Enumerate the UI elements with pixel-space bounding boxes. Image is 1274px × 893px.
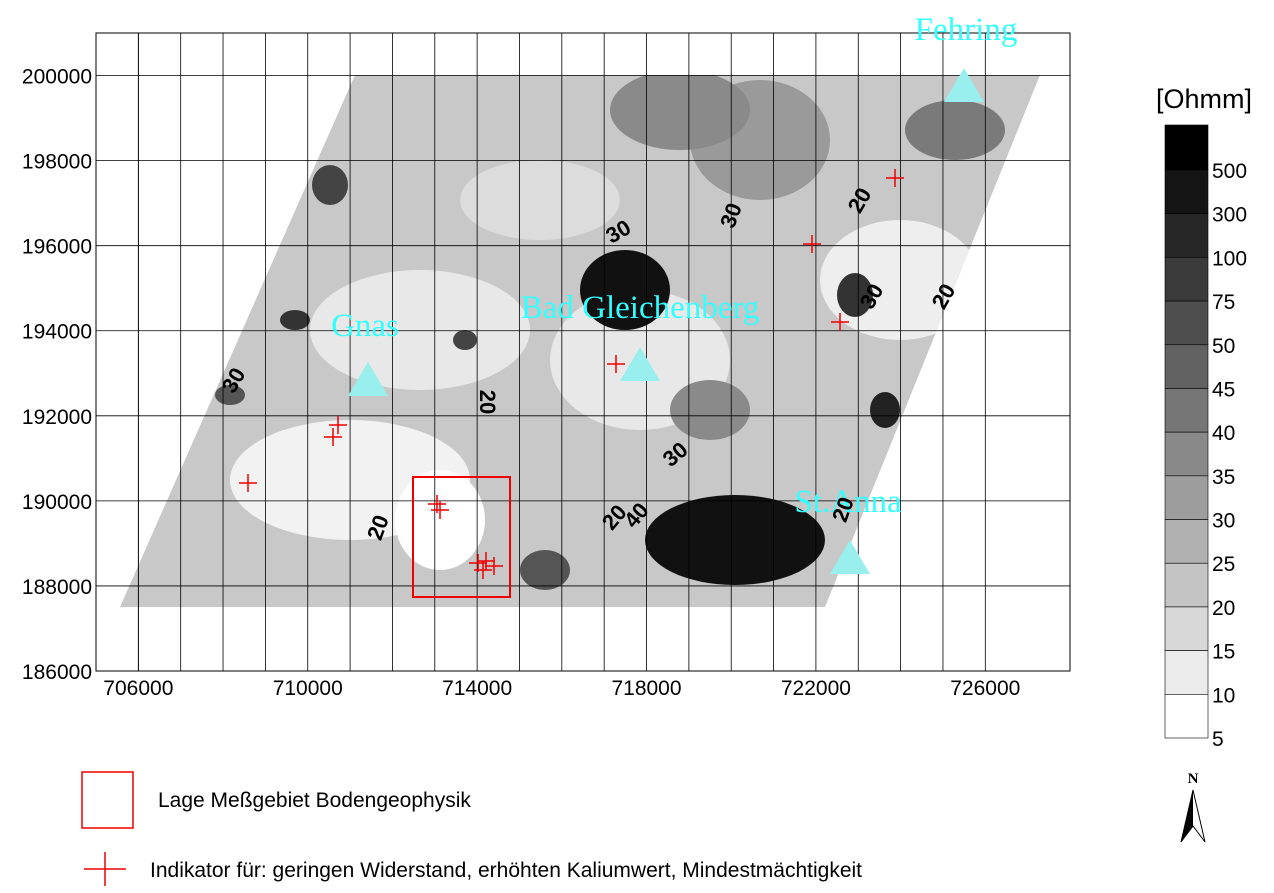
place-label: Fehring — [915, 12, 1018, 48]
y-tick-label: 192000 — [22, 406, 92, 429]
legend-cross — [84, 852, 126, 886]
place-label: Bad Gleichenberg — [521, 290, 760, 326]
colorbar-band — [1165, 257, 1208, 301]
page: Lage Meßgebiet Bodengeophysik Indikator … — [0, 0, 1274, 888]
colorbar-band — [1165, 520, 1208, 564]
y-tick-label: 186000 — [22, 661, 92, 684]
y-tick-label: 190000 — [22, 491, 92, 514]
colorbar-band — [1165, 388, 1208, 432]
colorbar-band — [1165, 607, 1208, 651]
contour-label: 20 — [475, 390, 500, 414]
y-tick-label: 188000 — [22, 576, 92, 599]
colorbar-band — [1165, 432, 1208, 476]
colorbar-label: 45 — [1212, 378, 1235, 401]
place-label: Gnas — [331, 308, 399, 344]
y-tick-label: 200000 — [22, 66, 92, 89]
colorbar-band — [1165, 214, 1208, 258]
colorbar-label: 25 — [1212, 553, 1235, 576]
north-label: N — [1188, 771, 1199, 787]
colorbar-label: 40 — [1212, 422, 1235, 445]
x-tick-label: 710000 — [273, 677, 343, 700]
legend-text: Lage Meßgebiet Bodengeophysik — [158, 789, 471, 812]
x-tick-label: 722000 — [781, 677, 851, 700]
colorbar-label: 15 — [1212, 641, 1235, 664]
colorbar-band — [1165, 651, 1208, 695]
x-tick-label: 714000 — [442, 677, 512, 700]
legend-text: Indikator für: geringen Widerstand, erhö… — [150, 859, 862, 882]
colorbar-band — [1165, 125, 1208, 170]
x-tick-label: 726000 — [950, 677, 1020, 700]
legend-box — [82, 772, 133, 828]
colorbar-title: [Ohmm] — [1156, 84, 1252, 114]
colorbar-label: 500 — [1212, 160, 1247, 183]
y-tick-label: 196000 — [22, 236, 92, 259]
y-tick-label: 198000 — [22, 151, 92, 174]
colorbar-label: 300 — [1212, 204, 1247, 227]
colorbar-label: 75 — [1212, 291, 1235, 314]
x-tick-label: 706000 — [103, 677, 173, 700]
colorbar-band — [1165, 694, 1208, 738]
colorbar-label: 5 — [1212, 728, 1224, 751]
colorbar-band — [1165, 345, 1208, 389]
x-tick-label: 718000 — [611, 677, 681, 700]
colorbar-band — [1165, 301, 1208, 345]
colorbar-label: 35 — [1212, 466, 1235, 489]
colorbar-label: 50 — [1212, 335, 1235, 358]
colorbar-band — [1165, 170, 1208, 214]
colorbar-label: 10 — [1212, 684, 1235, 707]
y-tick-label: 194000 — [22, 321, 92, 344]
colorbar-label: 30 — [1212, 510, 1235, 533]
colorbar-label: 20 — [1212, 597, 1235, 620]
colorbar-band — [1165, 476, 1208, 520]
colorbar-label: 100 — [1212, 247, 1247, 270]
colorbar-band — [1165, 563, 1208, 607]
